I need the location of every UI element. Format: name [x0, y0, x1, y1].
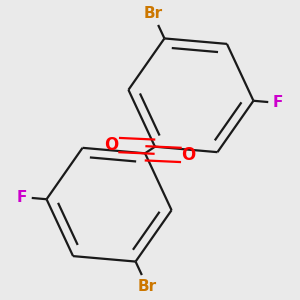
- Text: F: F: [273, 95, 283, 110]
- Text: O: O: [182, 146, 196, 164]
- Text: Br: Br: [138, 279, 157, 294]
- Text: Br: Br: [143, 6, 162, 21]
- Text: O: O: [104, 136, 118, 154]
- Text: F: F: [17, 190, 27, 205]
